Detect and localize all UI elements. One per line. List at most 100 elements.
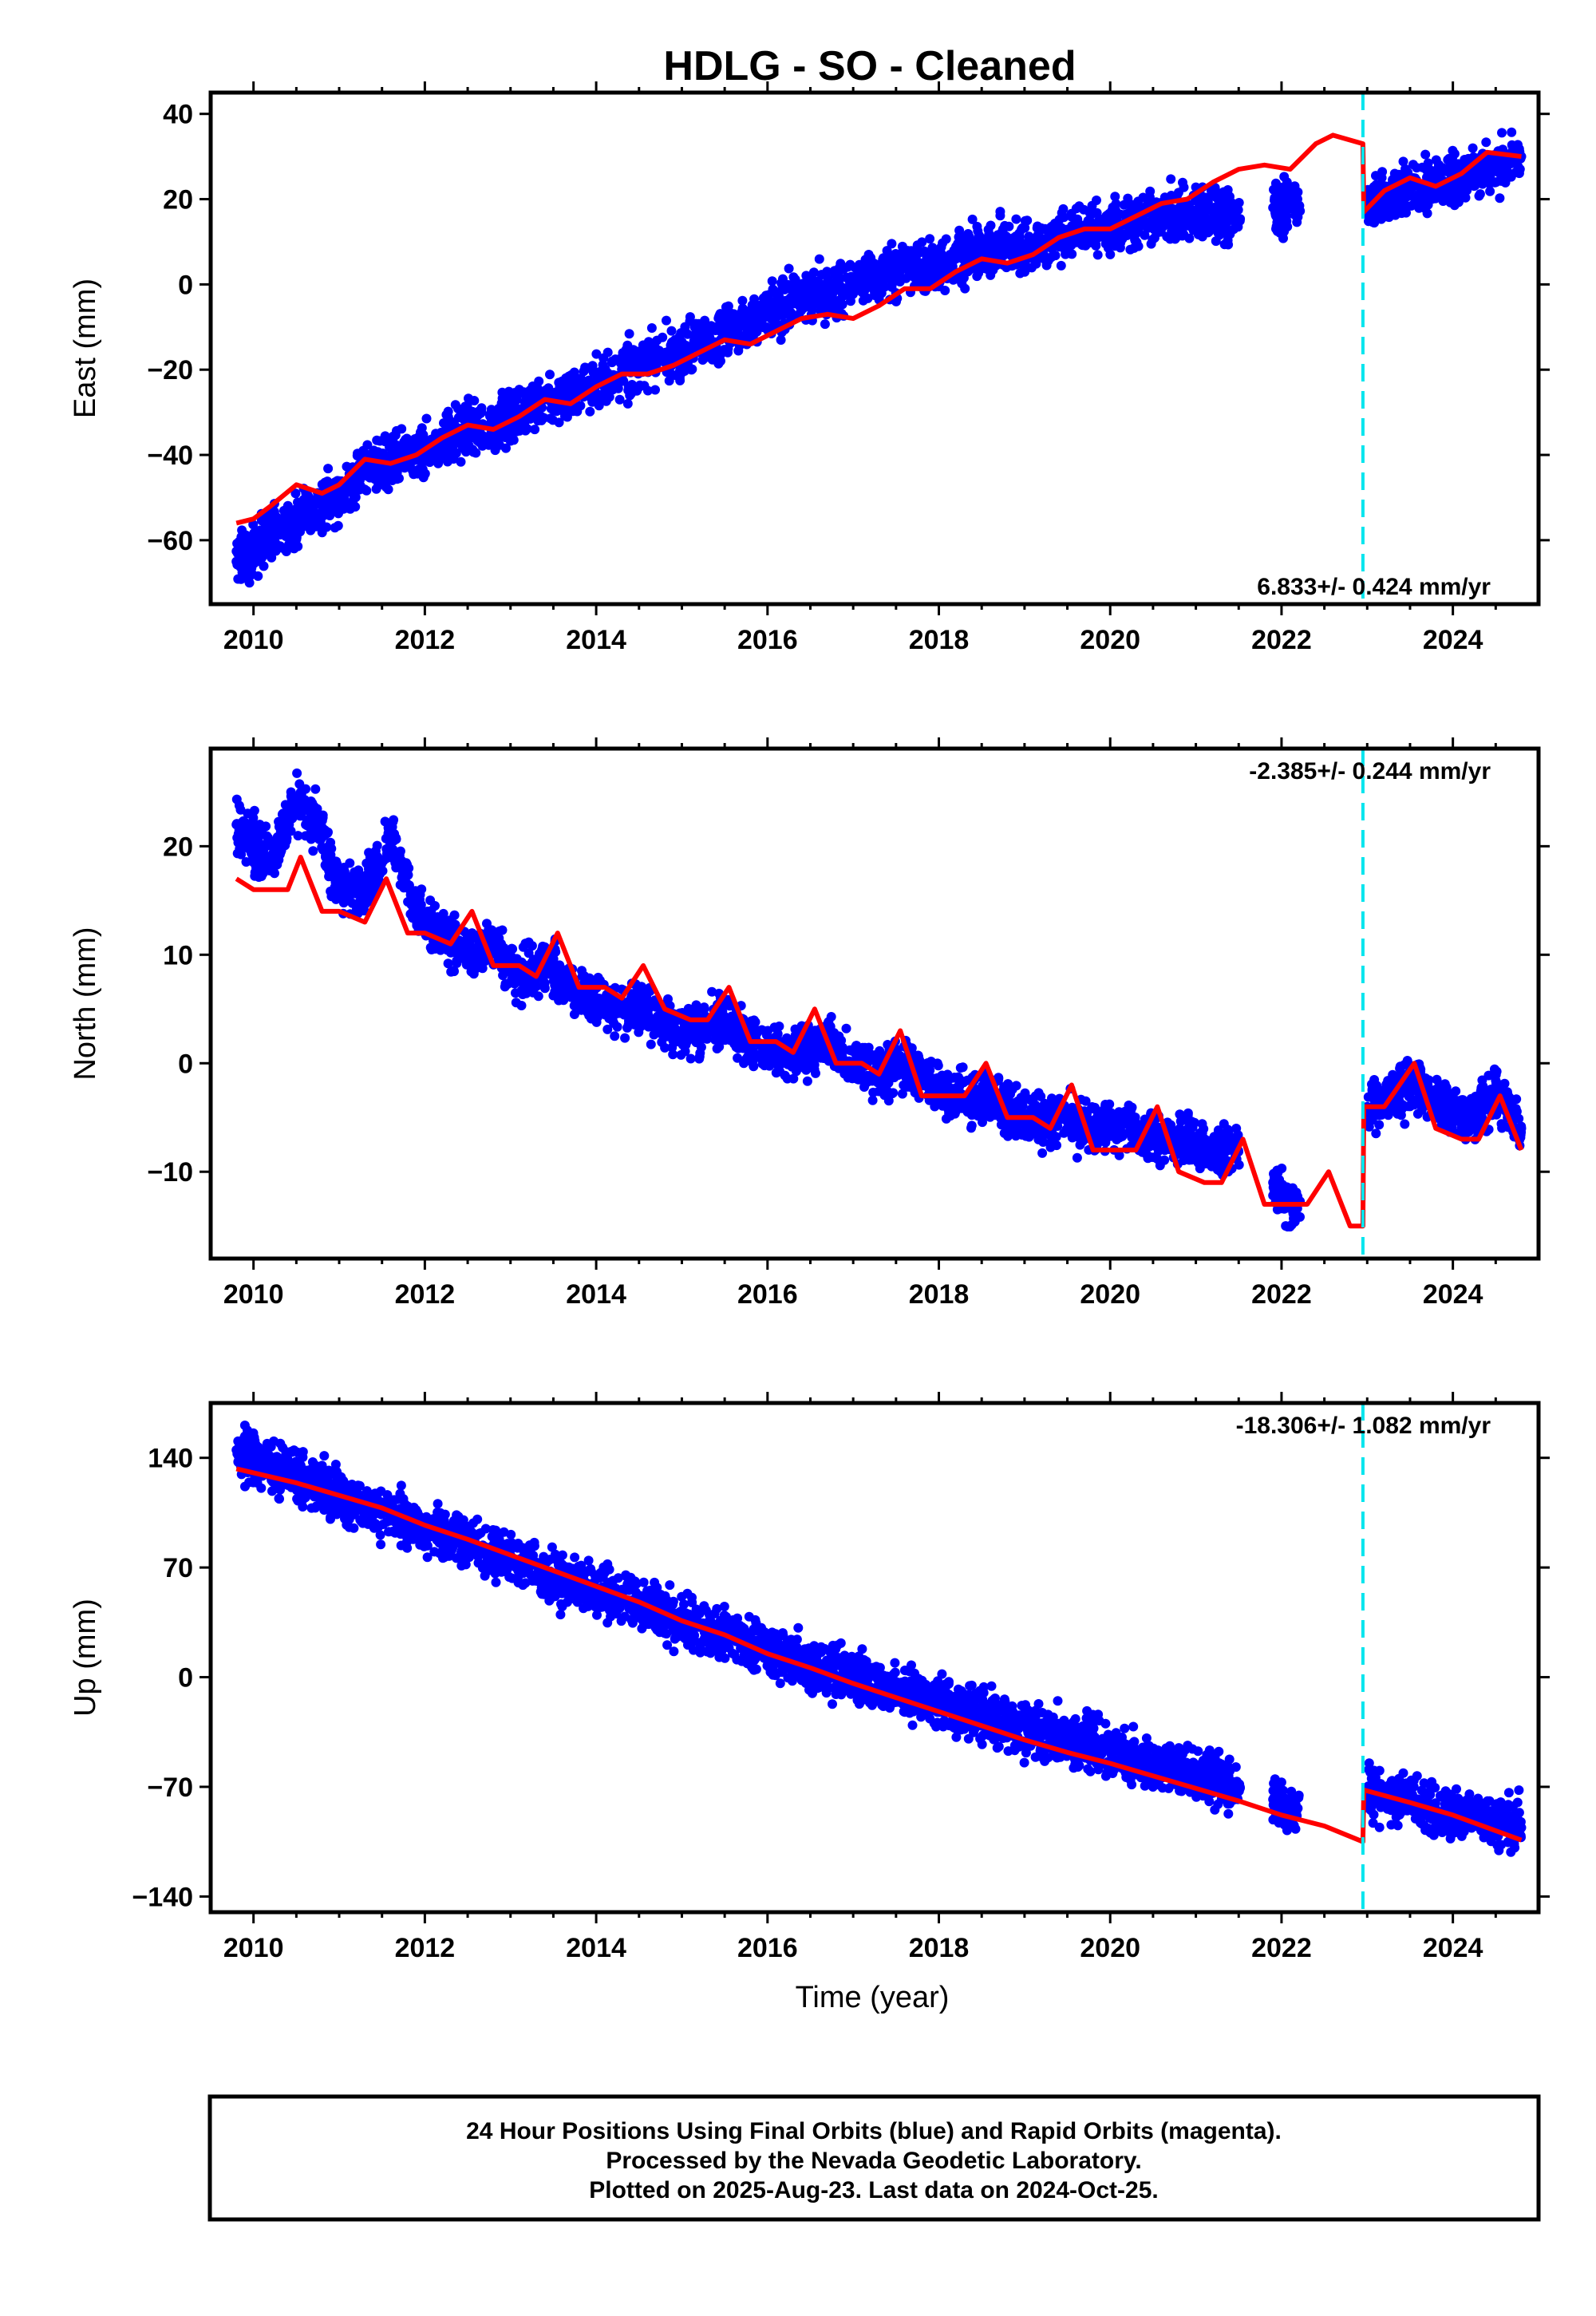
- data-point: [344, 879, 354, 889]
- x-tick-label: 2022: [1251, 625, 1312, 655]
- observation-point: [1182, 211, 1192, 221]
- data-point: [363, 858, 373, 868]
- data-point: [539, 978, 550, 988]
- observation-point: [720, 326, 730, 337]
- data-point: [776, 297, 787, 307]
- data-point: [420, 468, 430, 479]
- data-point: [1485, 186, 1495, 196]
- observation-point: [1285, 198, 1295, 208]
- data-point: [629, 353, 639, 363]
- observation-point: [874, 271, 884, 281]
- data-point: [682, 329, 693, 339]
- data-point: [495, 428, 505, 438]
- data-point: [767, 276, 777, 287]
- data-point: [497, 387, 508, 397]
- data-point: [1496, 172, 1507, 182]
- data-point: [456, 437, 466, 448]
- y-axis-label: East (mm): [69, 279, 102, 418]
- data-point: [650, 344, 661, 354]
- data-point: [397, 424, 407, 434]
- data-point: [395, 858, 405, 868]
- x-tick-label: 2012: [395, 625, 456, 655]
- data-point: [466, 966, 476, 977]
- observation-point: [668, 347, 678, 358]
- data-point: [669, 1015, 678, 1026]
- observation-point: [642, 356, 653, 366]
- data-point: [1424, 192, 1434, 203]
- data-point: [1400, 164, 1410, 174]
- data-point: [1468, 143, 1478, 153]
- data-point: [371, 484, 381, 494]
- data-point: [752, 326, 762, 337]
- data-point: [591, 1017, 602, 1027]
- observations: [231, 152, 1527, 567]
- data-point: [338, 898, 349, 908]
- data-point: [1188, 219, 1199, 229]
- data-point: [705, 332, 715, 342]
- data-point: [1163, 218, 1174, 228]
- data-point: [675, 364, 685, 374]
- data-point: [539, 970, 550, 980]
- data-point: [254, 860, 264, 870]
- data-point: [599, 998, 610, 1009]
- data-point: [907, 250, 917, 260]
- observation-point: [848, 279, 859, 290]
- data-point: [729, 314, 739, 325]
- data-point: [725, 1001, 735, 1011]
- data-point: [598, 393, 608, 404]
- data-point: [733, 1053, 743, 1063]
- data-point: [601, 370, 610, 380]
- data-point: [1449, 200, 1460, 211]
- rate-label: 6.833+/- 0.424 mm/yr: [1257, 574, 1491, 600]
- data-point: [591, 349, 602, 359]
- data-point: [504, 428, 515, 438]
- data-point: [421, 413, 432, 424]
- data-point: [494, 411, 504, 421]
- data-point: [1011, 214, 1021, 224]
- data-point: [255, 534, 265, 544]
- data-point: [764, 295, 774, 305]
- data-point: [479, 955, 489, 966]
- data-point: [1508, 142, 1518, 152]
- data-point: [1133, 241, 1144, 251]
- data-point: [320, 843, 330, 853]
- data-point: [310, 510, 320, 520]
- data-point: [674, 335, 685, 346]
- data-point: [918, 273, 928, 283]
- data-point: [466, 414, 476, 425]
- x-tick-label: 2010: [223, 625, 284, 655]
- data-point: [275, 541, 286, 551]
- data-point: [694, 1053, 705, 1064]
- data-point: [629, 1012, 639, 1022]
- data-point: [254, 822, 264, 832]
- data-point: [1029, 255, 1040, 265]
- data-point: [253, 571, 263, 581]
- data-point: [275, 530, 285, 539]
- data-point: [386, 469, 397, 480]
- observation-point: [925, 263, 935, 272]
- data-point: [618, 348, 628, 358]
- data-point: [554, 417, 564, 428]
- data-point: [695, 328, 705, 338]
- data-point: [834, 282, 844, 291]
- data-point: [1443, 195, 1453, 205]
- data-point: [957, 240, 967, 251]
- data-point: [443, 958, 453, 969]
- data-point: [1184, 233, 1195, 243]
- data-point: [1214, 228, 1224, 238]
- data-point: [623, 385, 634, 396]
- data-point: [728, 1035, 738, 1045]
- data-point: [1162, 231, 1172, 242]
- data-point: [275, 516, 286, 527]
- data-point: [1270, 178, 1281, 188]
- data-point: [554, 966, 564, 976]
- data-point: [452, 955, 462, 966]
- data-point: [1495, 193, 1505, 204]
- data-point: [516, 1001, 527, 1010]
- observation-cloud: [231, 768, 1527, 1232]
- data-point: [733, 1043, 744, 1053]
- data-point: [498, 970, 508, 981]
- data-point: [1408, 160, 1418, 170]
- data-point: [296, 790, 306, 800]
- data-point: [712, 1015, 722, 1026]
